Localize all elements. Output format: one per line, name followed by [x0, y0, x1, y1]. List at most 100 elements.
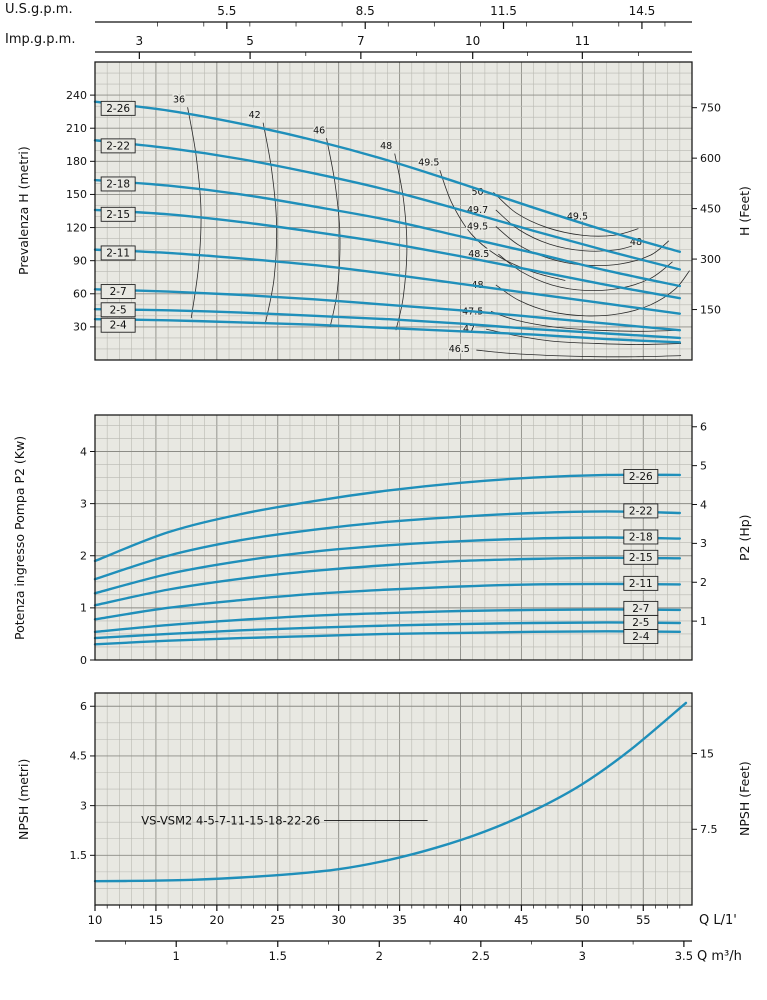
svg-text:1: 1: [173, 949, 180, 963]
svg-text:42: 42: [249, 110, 261, 121]
svg-text:14.5: 14.5: [629, 4, 656, 18]
bottom-flow-axes: 10 15 20 25 30 35 40 45 50 55 1 1.5 2 2.5 3 3.5: [88, 905, 693, 963]
npsh-axis-ticks: 1.5 3 4.5 6 7.5 15: [70, 700, 718, 862]
npsh-right-axis-title: NPSH (Feet): [737, 761, 752, 837]
npsh-y-axis-title: NPSH (metri): [16, 758, 31, 840]
svg-text:3: 3: [700, 537, 707, 550]
svg-text:120: 120: [66, 221, 87, 234]
curve-label-2-4: 2-4: [100, 317, 136, 333]
curve-label-2-18: 2-18: [623, 529, 659, 545]
curve-label-2-15: 2-15: [623, 549, 659, 565]
imp-gpm-axis-label: Imp.g.p.m.: [5, 32, 76, 47]
svg-text:46: 46: [313, 125, 325, 136]
svg-text:VS-VSM2 4-5-7-11-15-18-22-26: VS-VSM2 4-5-7-11-15-18-22-26: [141, 814, 320, 828]
svg-text:2: 2: [376, 949, 383, 963]
svg-text:2-18: 2-18: [106, 178, 130, 190]
svg-text:1.5: 1.5: [70, 849, 88, 862]
svg-text:150: 150: [700, 303, 721, 316]
head-right-axis-title: H (Feet): [737, 186, 752, 236]
npsh-chart: VS-VSM2 4-5-7-11-15-18-22-261.534.567.51…: [70, 692, 718, 906]
curve-2-26: [93, 100, 682, 254]
power-curves: [93, 473, 682, 646]
svg-text:3: 3: [80, 799, 87, 812]
svg-text:45: 45: [514, 913, 529, 927]
curve-label-2-7: 2-7: [623, 600, 659, 616]
head-y-axis-title: Prevalenza H (metri): [16, 146, 31, 276]
svg-text:2: 2: [80, 550, 87, 563]
svg-text:2-5: 2-5: [110, 304, 127, 316]
curve-2-4: [93, 630, 682, 646]
curve-label-2-26: 2-26: [623, 469, 659, 484]
svg-text:2-26: 2-26: [106, 103, 130, 115]
curve-label-2-26: 2-26: [100, 100, 136, 116]
svg-text:1: 1: [80, 602, 87, 615]
power-chart: 2-26 2-22 2-18 2-15 2-11 2-7 2-5 2-4 0 1 2 3 4 1 2 3 4 5 6: [80, 414, 707, 667]
svg-text:50: 50: [575, 913, 590, 927]
svg-text:60: 60: [73, 288, 87, 301]
svg-text:2-15: 2-15: [106, 209, 130, 221]
head-curves: [93, 100, 682, 344]
curve-2-7: [93, 288, 682, 332]
svg-text:49.5: 49.5: [467, 221, 488, 232]
svg-text:2.5: 2.5: [472, 949, 490, 963]
curve-label-2-22: 2-22: [623, 503, 659, 519]
svg-text:10: 10: [88, 913, 103, 927]
npsh-grid: [95, 693, 692, 905]
q-m3h-axis-label: Q m³/h: [697, 949, 742, 964]
svg-text:2-7: 2-7: [110, 286, 127, 298]
curve-label-2-11: 2-11: [623, 575, 659, 591]
svg-text:55: 55: [636, 913, 651, 927]
curve-label-2-15: 2-15: [100, 206, 136, 222]
svg-text:4.5: 4.5: [70, 750, 88, 763]
svg-text:46.5: 46.5: [449, 344, 470, 355]
curve-2-15: [93, 208, 682, 300]
svg-text:47: 47: [463, 324, 475, 335]
curve-label-2-7: 2-7: [100, 284, 136, 300]
curve-2-4: [93, 317, 682, 344]
svg-text:49.5: 49.5: [418, 157, 439, 168]
curve-NPSH: [93, 701, 688, 883]
curve-2-5: [93, 621, 682, 640]
svg-text:6: 6: [700, 421, 707, 434]
svg-text:450: 450: [700, 202, 721, 215]
svg-text:3: 3: [80, 497, 87, 510]
top-flow-axes: 5.5 8.5 11.5 14.5 3 5 7 10 11: [95, 4, 692, 59]
svg-text:2-11: 2-11: [106, 247, 130, 259]
svg-text:90: 90: [73, 254, 87, 267]
svg-text:4: 4: [80, 445, 87, 458]
svg-text:7: 7: [357, 34, 365, 48]
head-chart: 3642464849.55049.749.548.54847.54746.549…: [66, 61, 721, 361]
svg-text:1.5: 1.5: [269, 949, 287, 963]
svg-text:1: 1: [700, 615, 707, 628]
svg-text:5: 5: [700, 459, 707, 472]
svg-text:2: 2: [700, 576, 707, 589]
svg-text:0: 0: [80, 654, 87, 667]
svg-text:36: 36: [173, 95, 185, 106]
svg-text:3: 3: [136, 34, 144, 48]
power-grid: [95, 415, 692, 660]
svg-text:15: 15: [149, 913, 164, 927]
curve-2-22: [93, 510, 682, 581]
svg-text:2-4: 2-4: [632, 631, 649, 643]
curve-2-7: [93, 608, 682, 634]
svg-text:2-7: 2-7: [632, 603, 649, 615]
svg-text:750: 750: [700, 101, 721, 114]
svg-text:4: 4: [700, 498, 707, 511]
svg-text:30: 30: [331, 913, 346, 927]
curve-label-2-5: 2-5: [100, 302, 136, 318]
svg-text:48: 48: [380, 141, 392, 152]
curve-label-2-5: 2-5: [623, 615, 659, 630]
svg-text:2-22: 2-22: [106, 140, 130, 152]
svg-text:2-22: 2-22: [629, 505, 653, 517]
svg-text:3.5: 3.5: [675, 949, 693, 963]
svg-text:7.5: 7.5: [700, 823, 718, 836]
curve-2-15: [93, 556, 682, 607]
curve-2-11: [93, 248, 682, 315]
svg-text:15: 15: [700, 747, 714, 760]
curve-2-18: [93, 178, 682, 288]
svg-text:210: 210: [66, 122, 87, 135]
svg-text:20: 20: [210, 913, 225, 927]
head-axis-ticks: 30 60 90 120 150 180 210 240 150 300 450 600 750: [66, 89, 721, 334]
curve-label-2-18: 2-18: [100, 176, 136, 192]
power-axis-ticks: 0 1 2 3 4 1 2 3 4 5 6: [80, 421, 707, 667]
